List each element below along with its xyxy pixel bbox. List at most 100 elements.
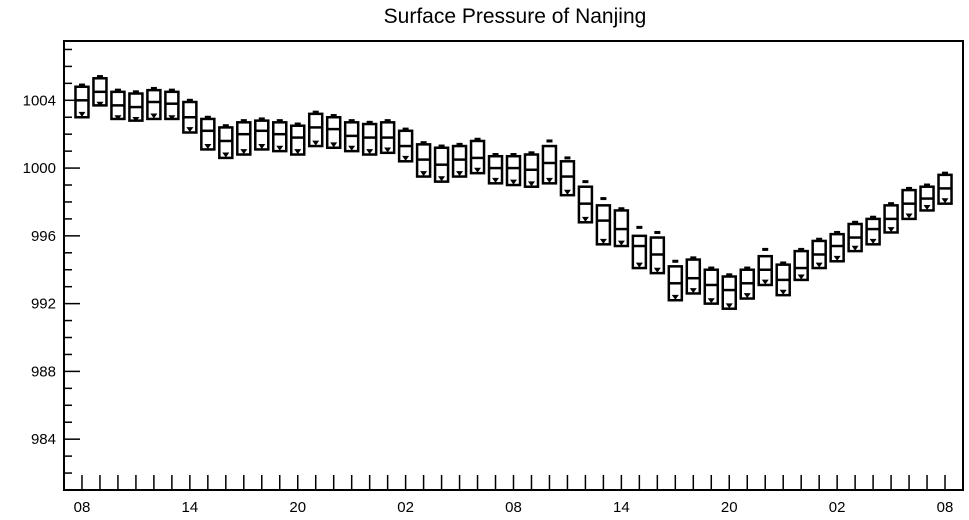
box-max-marker [474,137,481,141]
box-body [541,144,558,185]
box-34 [685,256,702,295]
box-max-marker [402,127,409,131]
box-min-marker [438,176,446,182]
box-max-marker [690,256,697,260]
box-min-marker [348,145,356,151]
box-31 [631,225,648,270]
box-body [829,232,845,263]
x-tick-label: 02 [829,499,846,516]
box-max-marker [672,259,679,263]
box-42 [829,230,845,263]
box-11 [272,119,288,153]
box-body [254,119,270,151]
box-min-marker [132,116,140,122]
box-40 [793,247,809,282]
box-33 [667,259,684,302]
y-tick-label: 984 [31,431,56,448]
x-tick-label: 14 [613,499,630,516]
box-30 [613,207,630,248]
box-45 [883,202,899,234]
box-max-marker [546,139,553,143]
box-min-marker [923,205,931,211]
box-body [721,275,738,310]
box-min-marker [204,144,212,150]
box-min-marker [581,216,589,222]
box-min-marker [707,298,715,304]
box-7 [200,115,216,151]
plot-frame [63,40,964,491]
box-min-marker [240,149,248,155]
box-17 [379,119,396,155]
y-tick-label: 988 [31,363,56,380]
box-min-marker [815,262,823,268]
box-21 [451,142,468,178]
box-max-marker [762,247,769,251]
box-min-marker [78,111,86,117]
box-38 [757,247,773,287]
x-tick-label: 20 [289,499,306,516]
box-13 [307,110,324,148]
box-min-marker [887,227,895,233]
box-max-marker [438,144,445,148]
chart-title: Surface Pressure of Nanjing [384,5,647,28]
box-32 [649,230,666,275]
box-10 [254,117,270,151]
box-22 [469,137,486,175]
box-max-marker [222,124,229,128]
box-max-marker [456,142,463,146]
box-max-marker [150,86,157,90]
box-min-marker [725,303,733,309]
box-max-marker [114,88,121,92]
box-18 [397,127,414,163]
box-max-marker [132,90,139,94]
box-46 [901,186,917,221]
box-max-marker [654,230,661,234]
box-max-marker [870,215,877,219]
box-9 [236,119,252,156]
box-body [451,144,468,178]
box-29 [595,197,612,246]
box-27 [559,156,576,197]
box-max-marker [258,117,265,121]
box-max-marker [726,273,733,277]
box-min-marker [312,140,320,146]
box-35 [703,266,720,305]
box-body [289,124,306,156]
box-max-marker [564,156,571,160]
box-28 [577,180,594,224]
box-min-marker [294,149,302,155]
box-max-marker [348,119,355,123]
box-25 [523,151,540,188]
box-body [200,117,216,151]
box-body [272,121,288,153]
box-44 [865,215,881,246]
box-body [164,90,180,121]
box-max-marker [924,183,931,187]
box-min-marker [635,262,643,268]
box-min-marker [402,155,410,161]
box-41 [811,237,827,270]
box-body [793,249,809,282]
box-5 [164,88,180,121]
box-14 [325,114,342,149]
box-36 [721,273,738,310]
box-max-marker [78,83,85,87]
y-tick-label: 1000 [23,160,56,177]
box-1 [92,75,108,107]
box-min-marker [617,240,625,246]
box-max-marker [420,141,427,145]
box-min-marker [456,171,464,177]
box-body [703,268,720,305]
box-20 [433,144,450,183]
box-max-marker [384,119,391,123]
box-max-marker [582,180,589,184]
box-min-marker [150,113,158,119]
box-min-marker [474,167,482,173]
box-max-marker [366,120,373,124]
x-tick-label: 08 [505,499,522,516]
box-26 [541,139,558,185]
box-body [361,122,378,156]
x-axis: 08 14 20 02 08 14 20 02 08 [74,475,953,516]
box-max-marker [276,119,283,123]
